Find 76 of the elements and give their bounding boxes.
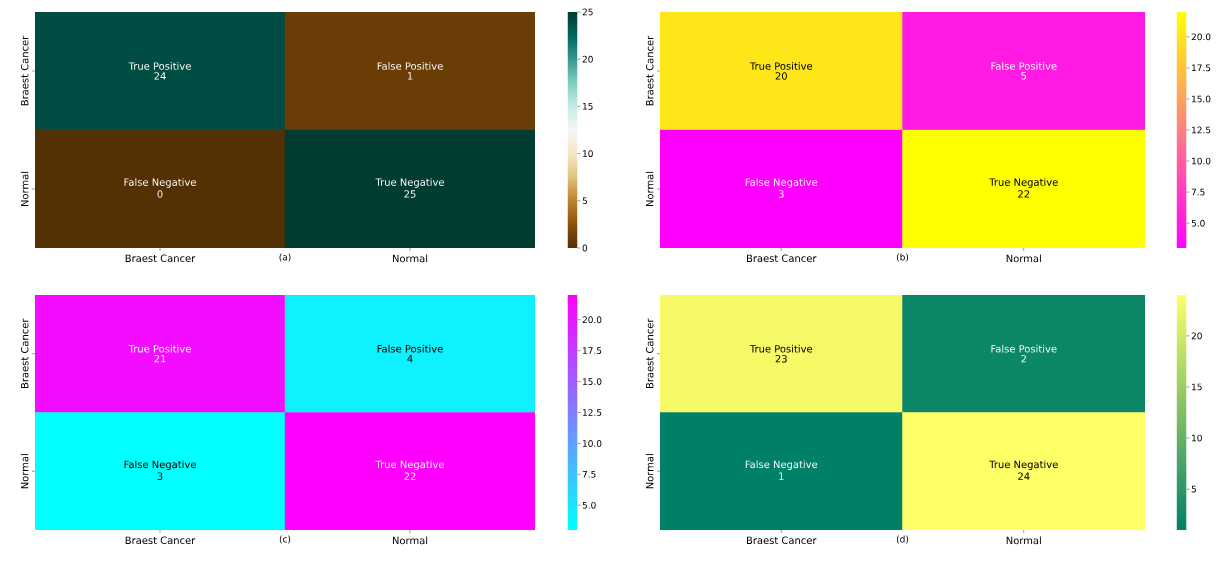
color-bar-label: 10.0 <box>583 440 602 447</box>
annotation: False Positive <box>991 344 1057 353</box>
text: (b) <box>896 253 909 262</box>
color-bar-label: 7.5 <box>1191 188 1205 196</box>
x-tick-label: Braest Cancer <box>125 254 196 263</box>
color-bar-label: 5 <box>1191 485 1196 493</box>
color-bar-label: 15 <box>1192 383 1202 391</box>
color-bar-label: 15 <box>583 103 593 110</box>
color-bar-label: 10 <box>583 150 593 157</box>
y-tick-label: Normal <box>645 454 654 489</box>
color-bar-label: 10 <box>1192 434 1202 442</box>
x-tick-label: Braest Cancer <box>746 536 817 545</box>
x-tick-label: Normal <box>1006 254 1041 263</box>
y-tick-label: Braest Cancer <box>20 318 29 389</box>
annotation: True Positive <box>749 344 813 353</box>
data-label: 20 <box>775 72 787 80</box>
color-bar-label: 25 <box>582 8 593 16</box>
x-tick-label: Braest Cancer <box>125 536 196 545</box>
color-bar-label: 7.5 <box>582 471 596 478</box>
annotation: True Positive <box>128 62 191 70</box>
x-tick-label: Normal <box>1006 536 1041 545</box>
data-label: 3 <box>778 190 784 198</box>
color-bar-label: 15.0 <box>583 378 602 385</box>
annotation: False Negative <box>124 460 196 471</box>
data-label: 4 <box>407 354 413 363</box>
color-bar-label: 17.5 <box>583 347 602 354</box>
y-tick-label: Braest Cancer <box>645 318 654 389</box>
annotation: True Positive <box>749 62 813 70</box>
data-label: 23 <box>775 354 787 363</box>
color-bar-label: 5.0 <box>582 501 596 509</box>
color-bar-label: 20.0 <box>1191 33 1211 41</box>
annotation: False Negative <box>745 460 818 471</box>
x-tick-label: Normal <box>392 254 428 263</box>
data-label: 5 <box>1021 72 1027 80</box>
data-label: 22 <box>1018 190 1030 198</box>
y-tick-label: Normal <box>20 454 29 489</box>
text: (d) <box>896 535 909 544</box>
color-bar-label: 17.5 <box>1192 64 1211 72</box>
data-label: 2 <box>1021 354 1026 363</box>
annotation: False Positive <box>377 344 443 353</box>
y-tick-label: Normal <box>20 171 29 207</box>
color-bar-label: 0 <box>582 244 588 252</box>
annotation: False Positive <box>991 62 1057 70</box>
data-label: 0 <box>157 190 163 198</box>
x-tick-label: Braest Cancer <box>746 254 817 263</box>
data-label: 24 <box>1018 472 1030 480</box>
color-bar-label: 20 <box>1191 332 1202 340</box>
color-bar-label: 20.0 <box>582 316 602 324</box>
annotation: False Positive <box>377 62 443 70</box>
data-label: 1 <box>779 472 784 480</box>
color-bar-label: 5 <box>582 197 587 205</box>
color-bar-label: 15.0 <box>1192 95 1211 103</box>
annotation: False Negative <box>124 178 196 188</box>
x-tick-label: Normal <box>392 536 428 545</box>
y-tick-label: Braest Cancer <box>20 35 29 106</box>
text: (a) <box>279 253 291 262</box>
data-label: 3 <box>157 472 163 480</box>
color-bar-label: 5.0 <box>1191 219 1205 227</box>
color-bar-label: 10.0 <box>1192 157 1211 165</box>
annotation: True Negative <box>375 460 444 471</box>
y-tick-label: Braest Cancer <box>645 35 654 106</box>
data-label: 25 <box>404 190 416 198</box>
data-label: 21 <box>154 354 166 363</box>
data-label: 22 <box>404 472 416 480</box>
annotation: True Positive <box>128 344 191 353</box>
annotation: True Negative <box>989 460 1058 471</box>
data-label: 1 <box>407 72 413 80</box>
y-tick-label: Normal <box>645 171 654 207</box>
text: (c) <box>279 535 291 544</box>
annotation: True Negative <box>375 178 444 188</box>
annotation: False Negative <box>745 178 818 188</box>
annotation: True Negative <box>989 178 1058 188</box>
color-bar-label: 12.5 <box>583 409 602 416</box>
color-bar-label: 20 <box>582 55 593 63</box>
color-bar-label: 12.5 <box>1192 126 1211 134</box>
data-label: 24 <box>154 72 166 80</box>
